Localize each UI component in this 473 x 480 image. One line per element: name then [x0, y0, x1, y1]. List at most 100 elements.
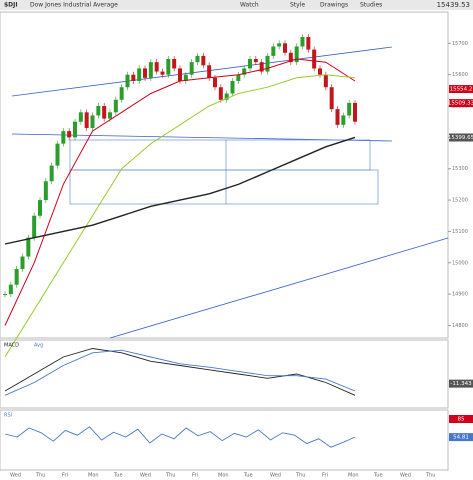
macd-panel: [0, 339, 449, 409]
candle: [160, 71, 165, 75]
x-label: Mon: [218, 473, 229, 479]
candle: [347, 102, 352, 116]
candle: [283, 43, 287, 53]
price-panel: [0, 11, 449, 339]
indicator-name: MACD: [4, 343, 19, 349]
candle: [154, 62, 159, 72]
candle: [113, 99, 118, 113]
candle: [172, 59, 177, 69]
candle: [137, 68, 142, 81]
candle: [84, 112, 89, 128]
candle: [8, 284, 13, 295]
candle: [224, 93, 229, 100]
x-label: Thu: [35, 473, 45, 479]
candle: [178, 68, 182, 81]
y-tick-label: 15600: [452, 72, 468, 78]
price-marker-label: -11.343: [450, 381, 472, 387]
candle: [300, 37, 305, 47]
candle: [189, 62, 194, 75]
candle: [294, 46, 299, 63]
candle: [119, 87, 124, 100]
candle: [108, 112, 112, 119]
candle: [253, 59, 258, 63]
candle: [312, 49, 317, 69]
candle: [213, 77, 217, 88]
moving-average: [4, 74, 356, 358]
rsi-panel: [0, 409, 449, 471]
x-label: Thu: [165, 473, 175, 479]
price-marker-label: 15509.33: [448, 101, 473, 107]
moving-average: [4, 136, 356, 245]
candle: [143, 68, 147, 78]
candle: [26, 237, 31, 257]
x-label: Thu: [425, 473, 435, 479]
price-marker: [449, 133, 473, 142]
price-marker-label: 54.81: [453, 435, 469, 441]
candle: [14, 269, 19, 285]
price-marker: [449, 379, 473, 388]
candle: [242, 68, 247, 75]
candle: [207, 65, 212, 78]
price-marker-label: 15554.2: [450, 87, 473, 93]
candle: [271, 46, 276, 56]
candle: [265, 55, 270, 72]
symbol[interactable]: $DJI: [4, 2, 18, 9]
menu-item[interactable]: Drawings: [320, 2, 348, 9]
candle: [201, 55, 206, 66]
trendline: [109, 237, 449, 339]
candle: [318, 68, 322, 75]
x-label: Wed: [10, 473, 21, 479]
menu-item[interactable]: Studies: [360, 2, 382, 9]
last-price: 15439.53: [437, 1, 470, 9]
candle: [259, 62, 264, 72]
box-drawing: [69, 169, 379, 205]
candle: [73, 121, 77, 138]
candle: [90, 115, 95, 128]
x-label: Tue: [243, 473, 253, 479]
candle: [353, 102, 357, 122]
price-marker: [449, 433, 473, 442]
x-label: Thu: [295, 473, 305, 479]
candle: [323, 74, 328, 88]
price-marker: [449, 99, 473, 108]
menu-item[interactable]: Style: [290, 2, 305, 9]
price-marker-label: 85: [458, 417, 465, 423]
candle: [341, 115, 346, 125]
candle: [329, 87, 334, 110]
indicator-line: [4, 349, 356, 396]
candle: [236, 74, 241, 81]
indicator-name: RSI: [4, 413, 12, 419]
y-tick-label: 15100: [452, 229, 468, 235]
y-tick-label: 15000: [452, 260, 468, 266]
price-marker: [449, 415, 473, 423]
menu-item[interactable]: Watch: [240, 2, 259, 9]
candle: [218, 87, 223, 100]
candle: [43, 181, 48, 201]
candle: [248, 59, 252, 69]
candle: [49, 165, 54, 182]
price-marker: [449, 85, 473, 94]
candle: [38, 200, 42, 216]
x-label: Fri: [192, 473, 198, 479]
candle: [230, 80, 235, 94]
candle: [131, 74, 136, 81]
x-label: Tue: [113, 473, 123, 479]
moving-average: [4, 58, 356, 326]
candle: [183, 74, 188, 81]
candle: [3, 294, 7, 296]
candle: [125, 74, 130, 88]
candle: [148, 62, 153, 78]
description: Dow Jones Industrial Average: [30, 2, 118, 9]
y-tick-label: 14900: [452, 292, 468, 298]
candle: [102, 106, 107, 119]
x-label: Wed: [400, 473, 411, 479]
candle: [32, 215, 37, 238]
x-label: Tue: [373, 473, 383, 479]
candle: [67, 131, 72, 138]
toolbar: [0, 0, 473, 10]
x-label: Mon: [88, 473, 99, 479]
x-label: Fri: [322, 473, 328, 479]
y-tick-label: 14800: [452, 323, 468, 329]
candle: [78, 112, 83, 122]
trendline: [11, 46, 393, 97]
